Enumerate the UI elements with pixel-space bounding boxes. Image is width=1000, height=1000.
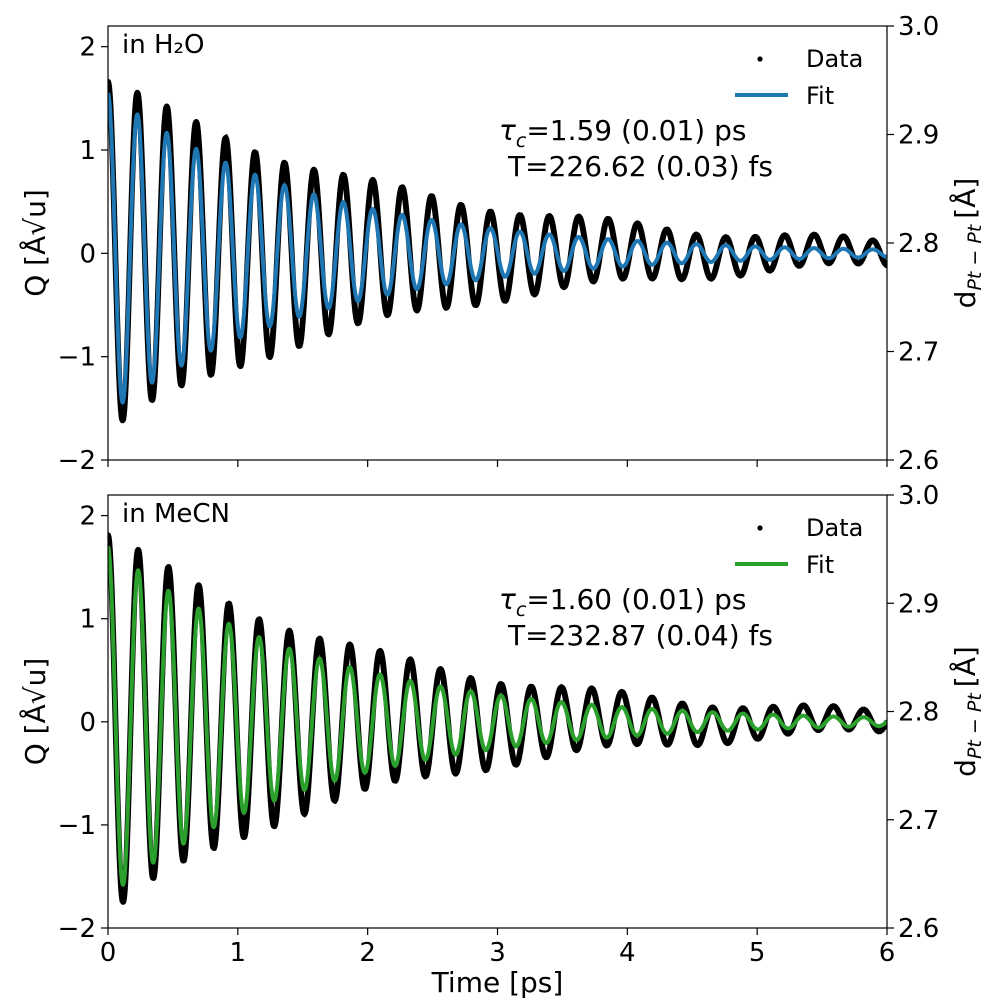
annotation-tau: τc=1.60 (0.01) ps xyxy=(499,583,746,621)
x-axis-label: Time [ps] xyxy=(431,966,564,999)
y-axis-label: Q [Å√u] xyxy=(18,658,52,766)
y-right-label-main: d xyxy=(949,759,982,777)
legend-fit-label: Fit xyxy=(806,82,834,110)
plot-area xyxy=(108,78,887,426)
y-tick-label: 2 xyxy=(79,33,96,63)
y-right-tick-label: 2.6 xyxy=(898,914,939,944)
y-right-axis-label: dPt − Pt [Å] xyxy=(948,646,986,777)
y-right-tick-label: 2.9 xyxy=(898,589,939,619)
legend: Data Fit xyxy=(735,45,863,110)
y-right-label-sub: Pt − Pt xyxy=(964,692,986,759)
y-right-label-main: d xyxy=(949,291,982,309)
panel-h2o: −2 −1 0 1 2 2.6 2.7 2.8 2.9 3.0 Q [Å√u] dPt − Pt [Å]… xyxy=(18,12,986,476)
legend-data-marker xyxy=(757,56,763,62)
panel-label: in H₂O xyxy=(122,30,204,60)
annotation-period: T=232.87 (0.04) fs xyxy=(507,619,773,652)
y-right-tick-label: 2.6 xyxy=(898,446,939,476)
y-right-label-unit: [Å] xyxy=(948,646,982,687)
x-tick-label: 3 xyxy=(489,938,506,968)
annotation-tau-sub: c xyxy=(516,130,527,152)
y-tick-label: −1 xyxy=(58,343,96,373)
y-right-tick-label: 2.8 xyxy=(898,698,939,728)
x-tick-label: 2 xyxy=(359,938,376,968)
y-right-tick-label: 3.0 xyxy=(898,12,939,42)
annotation-tau-sub: c xyxy=(516,599,527,621)
y-tick-label: 0 xyxy=(79,239,96,269)
y-tick-label: 0 xyxy=(79,708,96,738)
y-tick-label: −2 xyxy=(58,914,96,944)
annotation-tau-value: =1.60 (0.01) ps xyxy=(526,583,746,616)
y-right-label-unit: [Å] xyxy=(948,178,982,219)
annotation-tau-symbol: τ xyxy=(499,114,516,147)
y-right-tick-label: 3.0 xyxy=(898,481,939,511)
series-fit xyxy=(108,545,887,887)
y-tick-label: −1 xyxy=(58,811,96,841)
y-tick-label: 1 xyxy=(79,605,96,635)
y-tick-label: 1 xyxy=(79,136,96,166)
series-fit xyxy=(108,92,887,405)
y-tick-label: 2 xyxy=(79,502,96,532)
y-tick-label: −2 xyxy=(58,446,96,476)
annotation-period: T=226.62 (0.03) fs xyxy=(507,150,773,183)
x-tick-label: 6 xyxy=(879,938,896,968)
legend-data-label: Data xyxy=(806,514,863,542)
legend: Data Fit xyxy=(735,514,863,579)
y-axis-label: Q [Å√u] xyxy=(18,189,52,297)
legend-data-label: Data xyxy=(806,45,863,73)
y-right-tick-label: 2.8 xyxy=(898,229,939,259)
y-right-label-sub: Pt − Pt xyxy=(964,223,986,290)
panel-label: in MeCN xyxy=(122,499,230,529)
y-right-axis-label: dPt − Pt [Å] xyxy=(948,178,986,309)
annotation-tau: τc=1.59 (0.01) ps xyxy=(499,114,746,152)
y-right-tick-label: 2.7 xyxy=(898,338,939,368)
y-right-tick-label: 2.7 xyxy=(898,806,939,836)
legend-fit-label: Fit xyxy=(806,551,834,579)
panel-mecn: 0 1 2 3 4 5 6 −2 −1 0 1 2 2.6 2.7 2.8 2.9 3.0 Q [Å√u] dPt … xyxy=(18,481,986,999)
x-tick-label: 5 xyxy=(749,938,766,968)
x-tick-label: 4 xyxy=(619,938,636,968)
annotation-tau-value: =1.59 (0.01) ps xyxy=(526,114,746,147)
legend-data-marker xyxy=(757,525,763,531)
x-tick-label: 0 xyxy=(100,938,117,968)
y-right-tick-label: 2.9 xyxy=(898,121,939,151)
annotation-tau-symbol: τ xyxy=(499,583,516,616)
x-tick-label: 1 xyxy=(230,938,247,968)
plot-area xyxy=(108,532,887,907)
